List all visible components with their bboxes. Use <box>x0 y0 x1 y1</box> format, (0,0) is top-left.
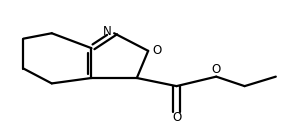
Text: O: O <box>152 44 161 57</box>
Text: O: O <box>172 112 181 125</box>
Text: O: O <box>212 63 221 76</box>
Text: N: N <box>103 25 111 38</box>
